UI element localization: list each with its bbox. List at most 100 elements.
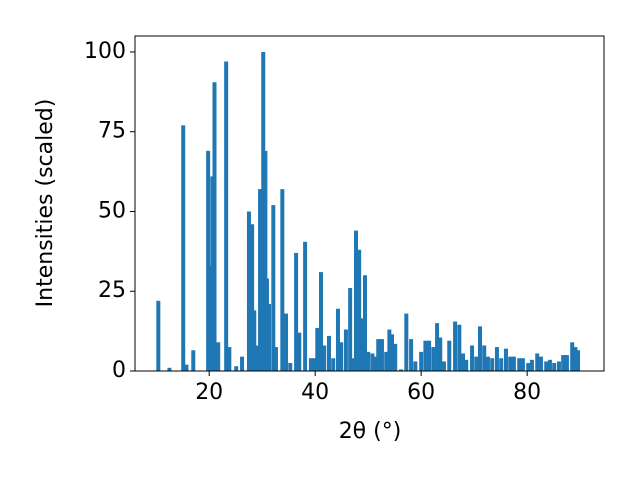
x-tick-label: 40 — [301, 380, 329, 405]
bar — [544, 361, 549, 371]
bar — [556, 361, 561, 371]
bar — [271, 205, 276, 371]
bar — [331, 358, 336, 371]
bar — [511, 356, 516, 371]
bar — [156, 300, 161, 371]
bar — [234, 366, 239, 371]
x-axis-label: 2θ (°) — [339, 419, 402, 444]
bar — [216, 342, 221, 371]
bar — [261, 51, 266, 371]
bar — [520, 358, 525, 371]
y-axis-label: Intensities (scaled) — [33, 99, 58, 308]
bar — [312, 358, 317, 371]
bar — [393, 343, 398, 371]
bar — [508, 356, 513, 371]
bar — [438, 337, 443, 371]
bar — [250, 224, 255, 371]
y-tick-label: 100 — [84, 39, 126, 64]
bar — [297, 332, 302, 371]
bar — [477, 326, 482, 371]
bar — [529, 359, 534, 371]
bar — [212, 82, 217, 371]
bar — [564, 355, 569, 371]
bar — [538, 356, 543, 371]
bar — [258, 189, 263, 371]
bar — [453, 321, 458, 371]
bar — [280, 189, 285, 371]
bar — [206, 150, 211, 371]
bar — [373, 356, 378, 371]
bar — [423, 340, 428, 371]
y-tick-label: 50 — [98, 198, 126, 223]
bar — [294, 252, 299, 371]
bar — [308, 358, 313, 371]
bar — [191, 350, 196, 371]
bar — [240, 356, 245, 371]
bar — [357, 249, 362, 371]
x-tick-label: 20 — [195, 380, 223, 405]
bar — [494, 347, 499, 371]
bar — [362, 275, 367, 371]
bar — [335, 308, 340, 371]
bar — [561, 355, 566, 371]
bar — [322, 345, 327, 371]
bar — [474, 356, 479, 371]
bar — [482, 345, 487, 371]
bar — [441, 361, 446, 371]
bar — [570, 342, 575, 371]
bar — [379, 339, 384, 371]
x-tick-label: 80 — [513, 380, 541, 405]
bar — [181, 125, 186, 371]
bar — [573, 347, 578, 371]
bar — [273, 347, 278, 371]
bar — [252, 310, 257, 371]
bar — [343, 329, 348, 371]
bar — [267, 304, 272, 371]
bar — [457, 324, 462, 371]
bar — [224, 61, 229, 372]
bar — [576, 350, 581, 371]
bar — [264, 278, 269, 371]
bar — [303, 241, 308, 371]
bar — [348, 288, 353, 371]
bar — [284, 313, 289, 371]
bar — [427, 340, 432, 371]
bar — [499, 358, 504, 371]
bar — [360, 318, 365, 371]
bar — [517, 358, 522, 371]
bar — [535, 353, 540, 371]
bar — [435, 323, 440, 371]
x-tick-label: 60 — [407, 380, 435, 405]
bar — [387, 329, 392, 371]
bar — [485, 356, 490, 371]
bar — [351, 358, 356, 371]
bar — [319, 272, 324, 371]
bar — [404, 313, 409, 371]
bar — [184, 364, 189, 371]
bar — [384, 351, 389, 371]
bar — [326, 335, 331, 371]
y-tick-label: 75 — [98, 119, 126, 144]
bar — [409, 339, 414, 371]
bar — [526, 363, 531, 371]
bar — [376, 339, 381, 371]
plot-frame — [134, 35, 605, 372]
bar — [503, 348, 508, 371]
bar — [413, 361, 418, 371]
bar — [210, 176, 215, 371]
bar — [390, 334, 395, 371]
y-tick-label: 25 — [98, 278, 126, 303]
bar — [370, 353, 375, 371]
bar — [366, 351, 371, 371]
bar — [419, 351, 424, 371]
bar — [315, 327, 320, 371]
bar — [552, 363, 557, 371]
bar — [490, 358, 495, 371]
bar — [263, 150, 268, 371]
bar — [353, 230, 358, 371]
bar — [167, 367, 172, 371]
bar — [227, 347, 232, 371]
bar — [255, 345, 260, 371]
